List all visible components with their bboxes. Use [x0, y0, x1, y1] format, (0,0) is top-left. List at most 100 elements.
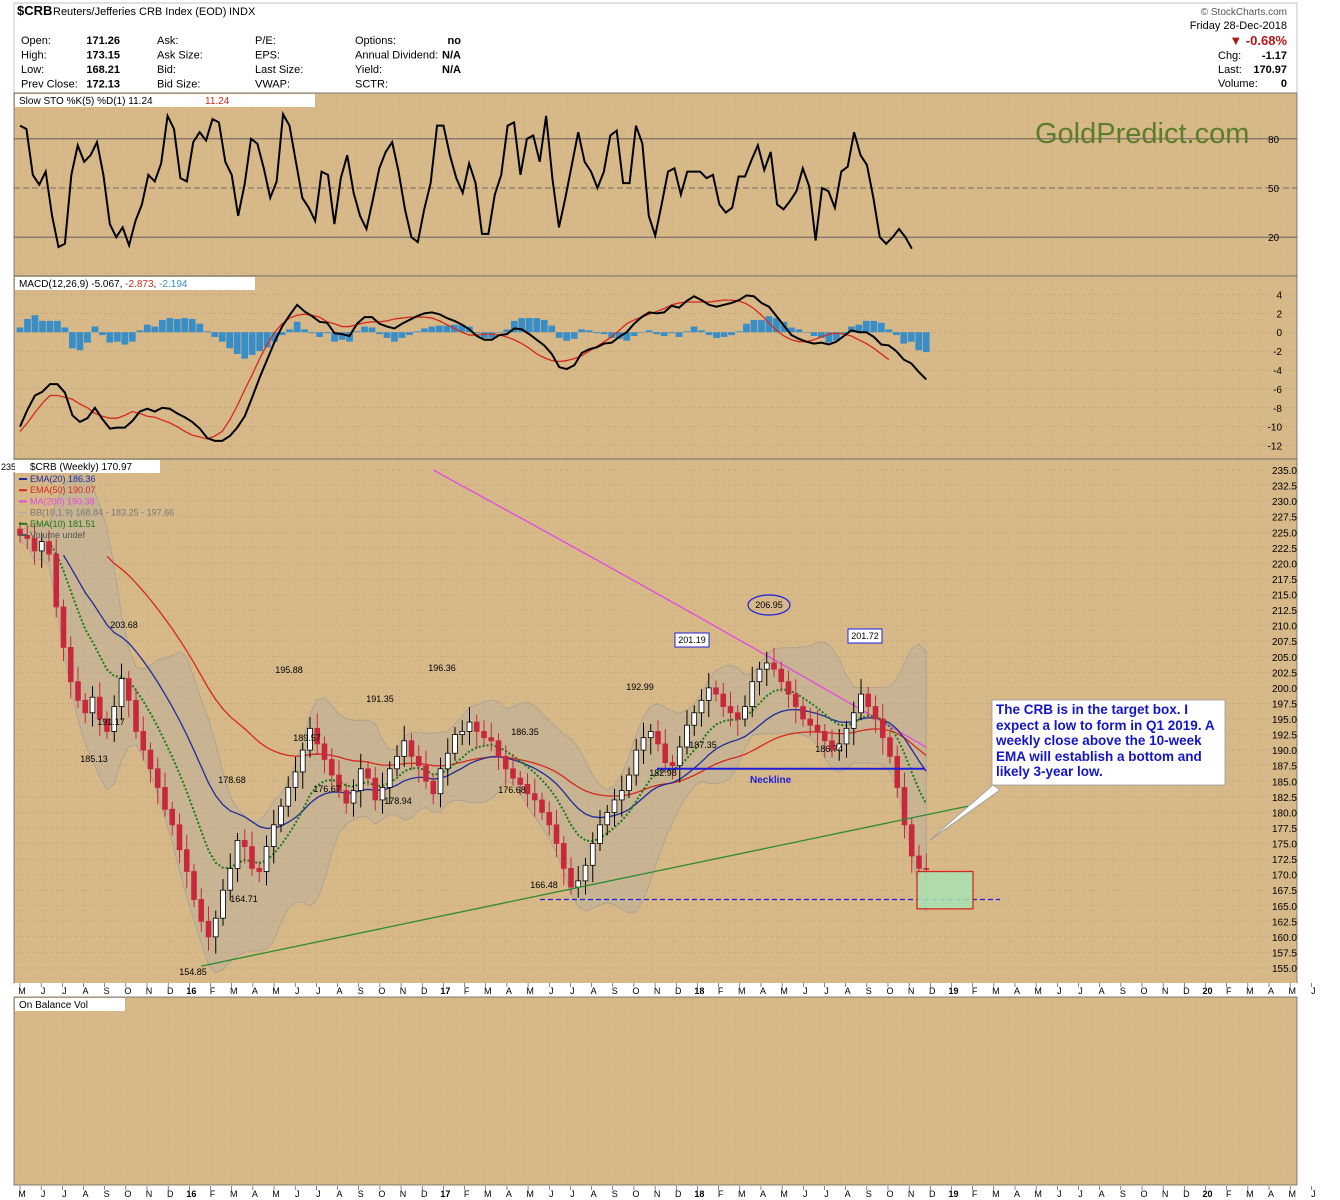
macd-tick-label: -6 [1273, 385, 1282, 396]
x-tick-label: M [230, 986, 238, 996]
neckline-label: Neckline [750, 775, 792, 786]
macd-hist-bar [870, 320, 878, 333]
price-label: 176.68 [498, 785, 526, 795]
down-candle [24, 534, 31, 539]
x-tick-label: S [104, 1189, 110, 1199]
up-candle [466, 721, 473, 732]
price-label: 191.35 [366, 694, 394, 704]
down-candle [147, 749, 154, 770]
down-candle [771, 662, 777, 670]
macd-hist-bar [803, 332, 810, 333]
quote-label: Open: [21, 35, 51, 47]
quote-label: Prev Close: [21, 79, 78, 91]
price-tick-label: 175.0 [1272, 840, 1297, 851]
down-candle [778, 668, 785, 683]
macd-hist-bar [271, 332, 279, 342]
macd-hist-bar [900, 332, 908, 344]
macd-hist-bar [331, 332, 338, 342]
price-label: 206.95 [755, 600, 783, 610]
down-candle [807, 718, 814, 726]
price-tick-label: 155.0 [1272, 964, 1297, 975]
x-tick-label: J [549, 1189, 554, 1199]
macd-hist-bar [286, 329, 293, 333]
macd-hist-bar [735, 331, 743, 333]
x-tick-label: A [337, 1189, 343, 1199]
x-tick-label: M [738, 986, 746, 996]
down-candle [365, 768, 371, 779]
ema50-line [106, 555, 927, 797]
down-candle [560, 843, 567, 869]
x-tick-label: D [421, 986, 428, 996]
x-tick-label: J [1057, 1189, 1062, 1199]
up-candle [394, 755, 400, 770]
macd-hist-bar [533, 318, 541, 333]
up-candle [234, 839, 241, 869]
price-label: 192.99 [626, 682, 654, 692]
x-tick-label: M [272, 986, 280, 996]
x-tick-label: F [1226, 986, 1232, 996]
macd-hist-bar [158, 319, 166, 333]
down-candle [154, 768, 161, 788]
x-tick-label: M [1034, 1189, 1042, 1199]
down-candle [879, 718, 886, 739]
price-tick-label: 182.5 [1272, 793, 1297, 804]
index-name: Reuters/Jefferies CRB Index (EOD) [53, 6, 226, 18]
up-candle [633, 749, 640, 776]
down-candle [336, 774, 342, 791]
up-candle [676, 746, 683, 767]
x-tick-label: A [506, 986, 512, 996]
down-candle [176, 824, 183, 851]
x-tick-label: A [337, 986, 343, 996]
down-candle [104, 718, 110, 732]
sto-tick-label: 80 [1268, 135, 1280, 146]
down-candle [829, 740, 835, 751]
macd-hist-bar [241, 332, 249, 359]
macd-hist-bar [653, 332, 660, 335]
down-candle [568, 868, 574, 888]
price-tick-label: 170.0 [1272, 871, 1297, 882]
macd-hist-bar [383, 332, 391, 338]
price-tick-label: 212.5 [1272, 606, 1297, 617]
x-tick-label: 17 [440, 986, 450, 996]
x-tick-label: D [929, 1189, 936, 1199]
down-candle [713, 687, 719, 695]
x-tick-label: N [1162, 1189, 1169, 1199]
x-tick-label: A [760, 986, 766, 996]
price-label: 166.48 [530, 880, 558, 890]
down-candle [133, 699, 139, 732]
up-candle [357, 768, 364, 791]
quote-label: P/E: [255, 35, 276, 47]
macd-tick-label: -4 [1273, 366, 1282, 377]
macd-hist-bar [690, 326, 698, 333]
up-candle [843, 727, 850, 745]
macd-hist-bar [436, 325, 443, 333]
x-tick-label: S [104, 986, 110, 996]
up-candle [582, 864, 589, 882]
up-candle [647, 731, 654, 739]
x-tick-label: N [654, 1189, 661, 1199]
up-candle [227, 868, 234, 891]
quote-label: Ask: [157, 35, 178, 47]
x-tick-label: D [167, 986, 174, 996]
stochastic-value: 11.24 [205, 96, 230, 107]
x-tick-label: J [295, 1189, 300, 1199]
up-candle [858, 693, 864, 714]
macd-hist-bar [128, 332, 136, 342]
down-candle [727, 706, 734, 714]
x-tick-label: N [400, 1189, 407, 1199]
x-tick-label: M [738, 1189, 746, 1199]
macd-hist-bar [443, 325, 451, 333]
x-tick-label: J [803, 986, 808, 996]
macd-hist-bar [421, 328, 428, 333]
macd-hist-bar [548, 325, 556, 333]
candlesticks [17, 521, 930, 954]
macd-hist-bar [638, 332, 646, 333]
macd-hist-bar [293, 321, 301, 333]
stochastic-title: Slow STO %K(5) %D(1) 11.24 [19, 96, 153, 107]
up-candle [452, 734, 458, 754]
volume-value: 0 [1281, 78, 1287, 90]
legend-label: EMA(20) 186.36 [30, 474, 96, 484]
label-circle [747, 594, 791, 616]
x-tick-label: O [632, 1189, 639, 1199]
